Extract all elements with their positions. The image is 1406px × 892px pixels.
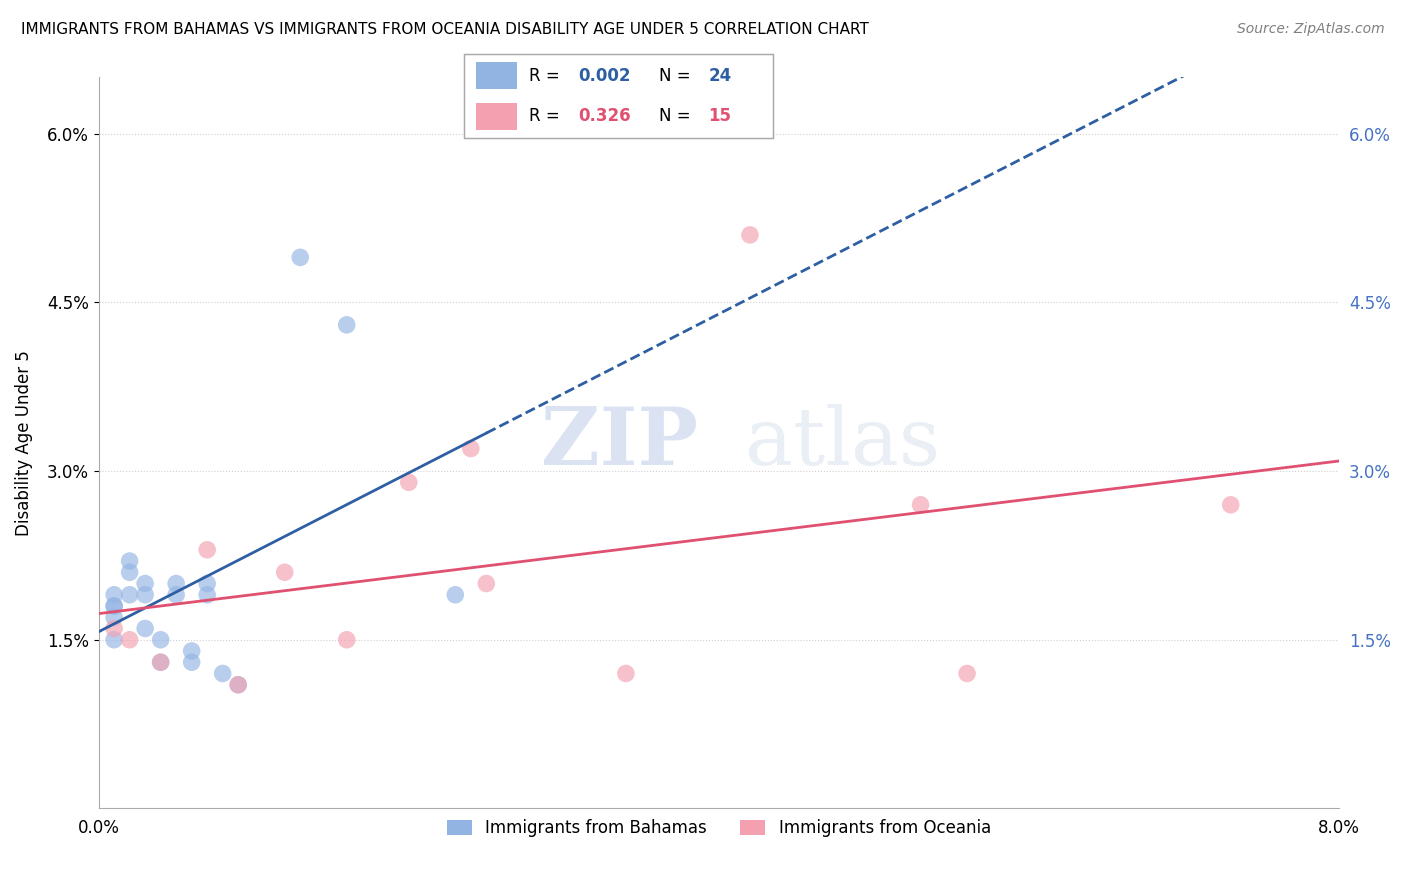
FancyBboxPatch shape xyxy=(477,103,516,130)
Point xyxy=(180,644,202,658)
Y-axis label: Disability Age Under 5: Disability Age Under 5 xyxy=(15,350,32,536)
Point xyxy=(165,588,187,602)
Point xyxy=(273,566,295,580)
Text: ZIP: ZIP xyxy=(541,404,699,482)
Text: R =: R = xyxy=(529,107,560,125)
Point xyxy=(614,666,637,681)
Text: N =: N = xyxy=(659,107,690,125)
Point xyxy=(336,318,359,332)
Point xyxy=(103,599,125,613)
Point xyxy=(211,666,233,681)
Point xyxy=(103,588,125,602)
Point xyxy=(103,610,125,624)
Point xyxy=(134,576,156,591)
Point xyxy=(103,632,125,647)
Point xyxy=(956,666,979,681)
Point xyxy=(738,227,761,242)
Point xyxy=(398,475,420,490)
Text: N =: N = xyxy=(659,67,690,85)
Point xyxy=(226,678,249,692)
Point xyxy=(134,622,156,636)
Point xyxy=(149,632,172,647)
Text: 24: 24 xyxy=(709,67,731,85)
Text: R =: R = xyxy=(529,67,560,85)
Point xyxy=(149,655,172,669)
Point xyxy=(195,588,218,602)
Legend: Immigrants from Bahamas, Immigrants from Oceania: Immigrants from Bahamas, Immigrants from… xyxy=(440,813,998,844)
Text: 0.326: 0.326 xyxy=(578,107,631,125)
Text: 0.002: 0.002 xyxy=(578,67,631,85)
Point xyxy=(103,599,125,613)
Point xyxy=(180,655,202,669)
Point xyxy=(475,576,498,591)
Text: 15: 15 xyxy=(709,107,731,125)
Point xyxy=(444,588,467,602)
FancyBboxPatch shape xyxy=(477,62,516,89)
Point xyxy=(226,678,249,692)
Text: Source: ZipAtlas.com: Source: ZipAtlas.com xyxy=(1237,22,1385,37)
Point xyxy=(460,442,482,456)
Point xyxy=(336,632,359,647)
Point xyxy=(1219,498,1241,512)
Point xyxy=(290,251,312,265)
Point xyxy=(103,622,125,636)
Text: atlas: atlas xyxy=(745,404,941,482)
Point xyxy=(118,554,141,568)
Point xyxy=(195,576,218,591)
Point xyxy=(195,542,218,557)
Point xyxy=(134,588,156,602)
Point xyxy=(118,588,141,602)
Point xyxy=(149,655,172,669)
Point xyxy=(118,632,141,647)
Point xyxy=(910,498,932,512)
Point xyxy=(118,566,141,580)
Text: IMMIGRANTS FROM BAHAMAS VS IMMIGRANTS FROM OCEANIA DISABILITY AGE UNDER 5 CORREL: IMMIGRANTS FROM BAHAMAS VS IMMIGRANTS FR… xyxy=(21,22,869,37)
Point xyxy=(165,576,187,591)
